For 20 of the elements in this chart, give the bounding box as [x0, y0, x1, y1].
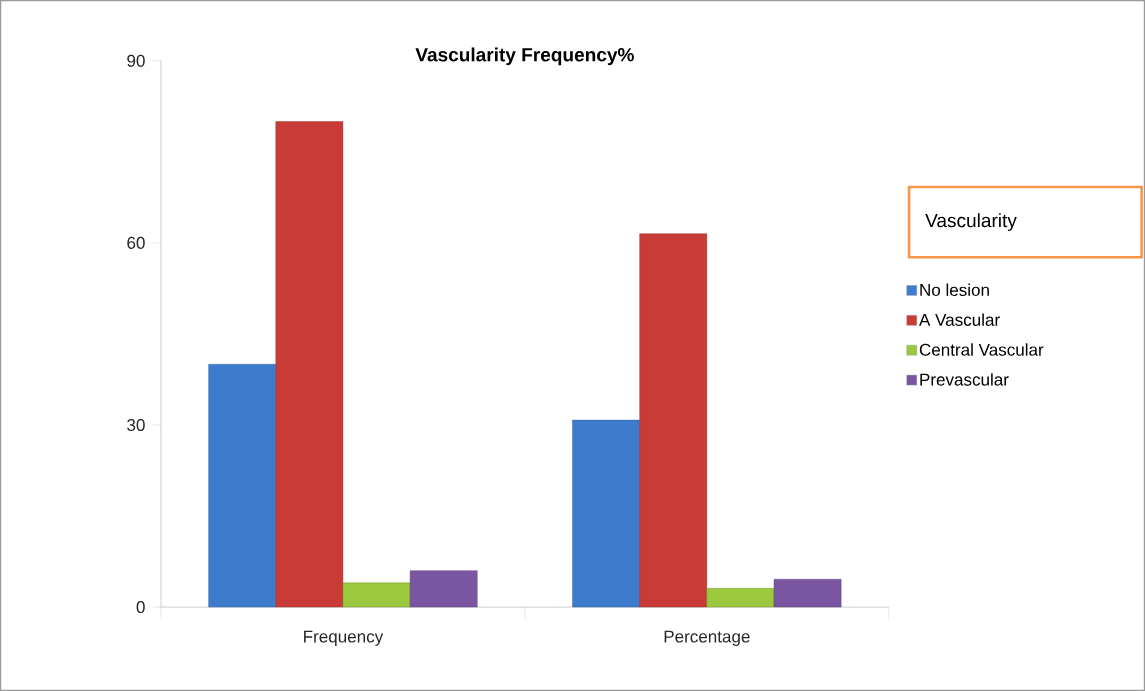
bar	[342, 582, 411, 608]
legend-label: Prevascular	[920, 373, 1009, 386]
bar	[572, 419, 640, 608]
bar	[706, 588, 775, 608]
bar	[208, 364, 276, 608]
y-tick-label: 90	[127, 54, 145, 67]
bar	[639, 233, 708, 608]
legend-label: A Vascular	[919, 313, 1000, 326]
y-tick-label: 0	[136, 601, 145, 614]
x-tick-label: Frequency	[304, 630, 384, 646]
legend-title: Vascularity	[925, 213, 1017, 232]
legend-label: No lesion	[920, 283, 989, 297]
bar	[409, 570, 478, 608]
bar	[773, 579, 842, 608]
y-tick-label: 60	[127, 236, 145, 249]
bar	[275, 121, 344, 608]
y-tick-label: 30	[127, 418, 145, 432]
chart-title: Vascularity Frequency%	[415, 47, 634, 66]
legend-label: Central Vascular	[919, 343, 1044, 356]
x-tick-label: Percentage	[664, 630, 750, 646]
